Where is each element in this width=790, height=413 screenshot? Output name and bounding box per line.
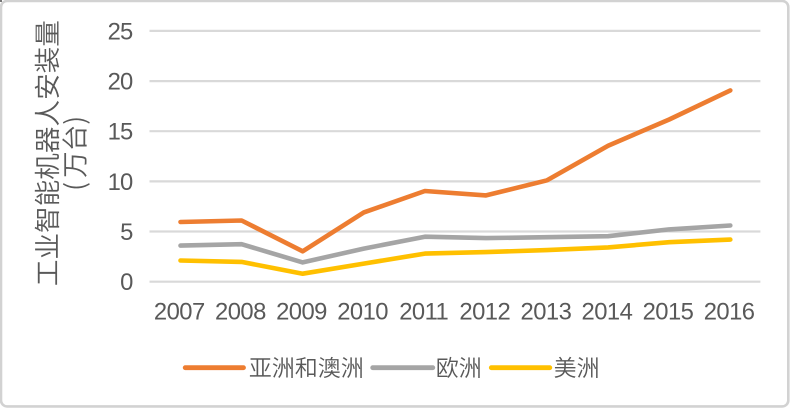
svg-text:2015: 2015 xyxy=(643,298,694,325)
svg-text:2007: 2007 xyxy=(154,298,205,325)
svg-text:2012: 2012 xyxy=(459,298,510,325)
svg-text:2014: 2014 xyxy=(582,298,633,325)
svg-text:25: 25 xyxy=(108,18,133,45)
svg-text:10: 10 xyxy=(108,169,133,196)
svg-text:2010: 2010 xyxy=(337,298,388,325)
svg-text:5: 5 xyxy=(120,219,133,246)
svg-text:15: 15 xyxy=(108,119,133,146)
svg-text:0: 0 xyxy=(120,269,133,296)
svg-text:2013: 2013 xyxy=(521,298,572,325)
svg-text:2008: 2008 xyxy=(215,298,266,325)
svg-text:2009: 2009 xyxy=(276,298,327,325)
svg-text:2011: 2011 xyxy=(399,298,448,325)
svg-text:20: 20 xyxy=(108,69,133,96)
svg-text:2016: 2016 xyxy=(704,298,755,325)
